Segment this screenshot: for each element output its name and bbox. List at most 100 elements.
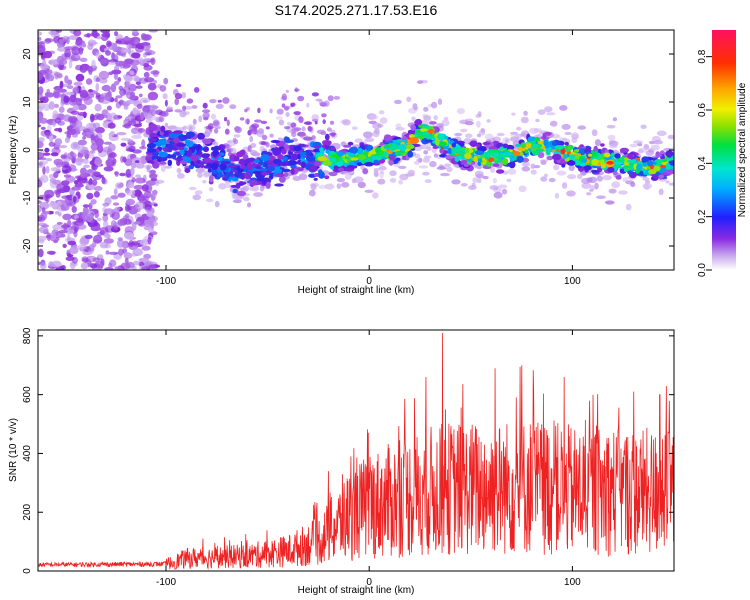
- spectrogram-scatter-blob: [186, 98, 194, 104]
- spectrogram-band-blob: [433, 126, 438, 134]
- spectrogram-noise-blob: [93, 31, 98, 39]
- spectrogram-noise-blob: [108, 143, 116, 152]
- spectrogram-noise-blob: [106, 105, 112, 111]
- spectrogram-band-blob: [330, 157, 335, 163]
- spectrogram-noise-blob: [105, 50, 111, 56]
- spectrogram-scatter-blob: [203, 131, 211, 138]
- spectrogram-band-blob: [148, 138, 157, 142]
- spectrogram-noise-blob: [110, 83, 117, 93]
- spectrogram-band-blob: [394, 150, 403, 157]
- spectrogram-noise-blob: [95, 51, 101, 59]
- spectrogram-band-blob: [314, 160, 322, 167]
- spectrogram-halo-blob: [511, 112, 516, 116]
- spectrogram-noise-blob: [82, 204, 90, 208]
- spectrogram-band-blob: [551, 140, 557, 146]
- spectrogram-noise-blob: [126, 44, 132, 50]
- spectrogram-halo-blob: [398, 165, 407, 169]
- spectrogram-band-blob: [210, 146, 217, 151]
- spectrogram-noise-blob: [61, 167, 67, 171]
- spectrogram-halo-blob: [433, 153, 438, 158]
- spectrogram-noise-blob: [42, 152, 51, 156]
- spectrogram-band-blob: [313, 177, 318, 181]
- spectrogram-noise-blob: [48, 59, 57, 66]
- spectrogram-noise-blob: [103, 208, 114, 215]
- spectrogram-halo-blob: [493, 186, 499, 191]
- spectrogram-band-blob: [217, 156, 223, 161]
- spectrogram-scatter-blob: [206, 112, 210, 118]
- spectrogram-band-blob: [249, 179, 258, 186]
- spectrogram-scatter-blob: [250, 128, 258, 135]
- spectrogram-noise-blob: [38, 41, 46, 50]
- spectrogram-band-blob: [600, 143, 605, 147]
- spectrogram-band-blob: [173, 130, 184, 134]
- spectrogram-noise-blob: [49, 231, 57, 241]
- spectrogram-band-blob: [207, 168, 212, 173]
- spectrogram-band-blob: [323, 159, 333, 167]
- spectrogram-noise-blob: [45, 158, 53, 162]
- spectrogram-noise-blob: [95, 82, 100, 92]
- spectrogram-noise-blob: [125, 91, 134, 100]
- spectrogram-noise-blob: [144, 77, 155, 83]
- spectrogram-scatter-blob: [276, 108, 284, 115]
- spectrogram-halo-blob: [336, 183, 342, 189]
- spectrogram-halo-blob: [596, 195, 606, 199]
- spectrogram-noise-blob: [111, 52, 116, 60]
- spectrogram-halo-blob: [476, 120, 481, 128]
- spectrogram-noise-blob: [130, 166, 135, 176]
- spectrogram-band-blob: [543, 139, 549, 147]
- spectrogram-band-blob: [561, 163, 566, 168]
- spectrogram-noise-blob: [101, 178, 108, 185]
- spectrogram-band-blob: [265, 181, 271, 189]
- spectrogram-band-blob: [324, 133, 330, 141]
- spectrogram-noise-blob: [40, 63, 49, 71]
- spectrogram-band-blob: [603, 152, 611, 158]
- spectrogram-band-blob: [503, 152, 513, 157]
- spectrogram-scatter-blob: [202, 109, 211, 113]
- spectrogram-halo-blob: [492, 136, 501, 143]
- spectrogram-band-blob: [562, 153, 568, 159]
- spectrogram-halo-blob: [285, 112, 290, 117]
- spectrogram-band-blob: [492, 163, 500, 168]
- spectrogram-noise-blob: [105, 225, 115, 233]
- spectrogram-noise-blob: [40, 51, 46, 59]
- spectrogram-noise-blob: [124, 58, 134, 64]
- spectrogram-scatter-blob: [305, 121, 313, 126]
- spectrogram-scatter-blob: [290, 102, 296, 107]
- spectrogram-band-blob: [509, 155, 515, 162]
- spectrogram-noise-blob: [38, 222, 48, 227]
- spectrogram-scatter-blob: [301, 126, 306, 132]
- x-tick-label: 100: [564, 276, 581, 287]
- spectrogram-band-blob: [291, 153, 299, 161]
- spectrogram-noise-blob: [104, 243, 112, 249]
- spectrogram-noise-blob: [138, 257, 149, 263]
- snr-x-axis-label: Height of straight line (km): [298, 585, 415, 596]
- spectrogram-band-blob: [658, 174, 665, 179]
- spectrogram-halo-blob: [436, 166, 447, 170]
- spectrogram-scatter-blob: [226, 119, 230, 127]
- spectrogram-noise-blob: [135, 85, 143, 89]
- spectrogram-noise-blob: [100, 59, 108, 64]
- spectrogram-noise-blob: [133, 221, 141, 225]
- spectrogram-halo-blob: [606, 124, 616, 129]
- spectrogram-band-blob: [303, 136, 313, 141]
- spectrogram-noise-blob: [114, 266, 119, 270]
- spectrogram-band-blob: [482, 151, 492, 158]
- spectrogram-band-blob: [290, 167, 295, 175]
- spectrogram-noise-blob: [38, 137, 45, 143]
- spectrogram-noise-blob: [39, 202, 50, 210]
- snr-y-axis-label: SNR (10 * v/v): [8, 418, 19, 482]
- spectrogram-band-blob: [485, 156, 490, 160]
- spectrogram-x-ticks: -100 0 100: [156, 30, 581, 287]
- spectrogram-noise-blob: [109, 213, 114, 218]
- spectrogram-halo-blob: [236, 195, 243, 201]
- spectrogram-band-blob: [202, 138, 212, 145]
- spectrogram-band-blob: [346, 158, 351, 163]
- spectrogram-band-blob: [238, 158, 246, 166]
- spectrogram-band-blob: [566, 160, 576, 166]
- spectrogram-halo-blob: [389, 170, 397, 177]
- spectrogram-noise-blob: [127, 83, 137, 92]
- spectrogram-band-blob: [474, 150, 484, 155]
- spectrogram-band-blob: [564, 141, 569, 146]
- spectrogram-band-blob: [290, 164, 297, 169]
- spectrogram-noise-blob: [59, 80, 64, 89]
